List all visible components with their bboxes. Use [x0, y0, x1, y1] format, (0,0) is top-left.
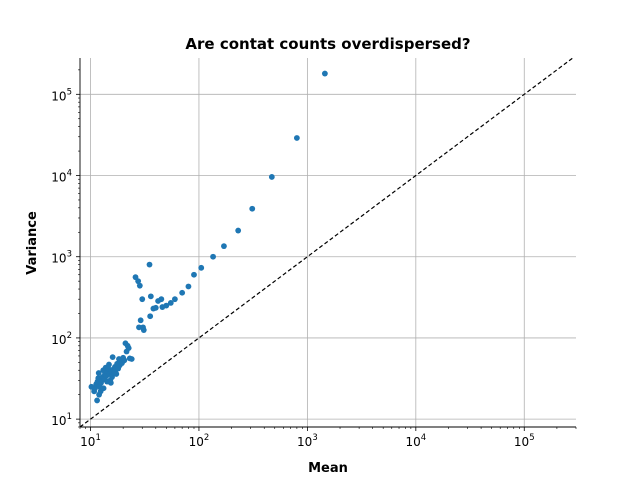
data-point — [107, 379, 114, 386]
data-point — [140, 327, 147, 333]
y-tick-label-base: 10 — [51, 414, 66, 428]
data-point — [179, 289, 186, 296]
data-point — [136, 324, 142, 331]
x-tick-label-exponent: 1 — [95, 433, 100, 443]
data-point — [136, 282, 143, 289]
y-tick-label: 103 — [51, 250, 72, 266]
data-point — [158, 296, 165, 303]
x-tick-label-base: 10 — [297, 435, 312, 449]
data-point — [221, 243, 227, 250]
x-tick-label-exponent: 2 — [204, 433, 209, 443]
x-tick-label: 105 — [514, 433, 535, 449]
y-tick-label-base: 10 — [51, 171, 66, 185]
data-point — [210, 253, 216, 260]
y-tick-label-exponent: 5 — [67, 87, 72, 97]
data-point — [171, 296, 178, 303]
data-point — [125, 345, 132, 351]
data-point — [113, 371, 120, 377]
data-point — [163, 302, 170, 309]
x-tick-label: 103 — [297, 433, 318, 449]
data-point — [137, 317, 144, 324]
y-tick-label-exponent: 4 — [67, 169, 72, 179]
reference-line — [79, 57, 574, 428]
data-point — [109, 354, 116, 361]
y-tick-label: 105 — [51, 87, 72, 103]
data-point — [167, 299, 174, 306]
x-tick-label: 104 — [405, 433, 426, 449]
data-point — [235, 227, 242, 234]
x-tick-label: 101 — [80, 433, 101, 449]
data-point — [100, 385, 107, 392]
data-point — [106, 361, 112, 368]
data-point — [146, 261, 153, 268]
data-point — [147, 313, 154, 320]
x-tick-label-exponent: 5 — [529, 433, 534, 443]
data-point — [268, 174, 275, 180]
y-tick-label-base: 10 — [51, 333, 66, 347]
data-point — [128, 356, 135, 362]
grid — [80, 58, 576, 427]
reference-line-group — [79, 57, 574, 428]
chart-title: Are contat counts overdispersed? — [185, 35, 470, 53]
y-tick-label-base: 10 — [51, 89, 66, 103]
data-point — [135, 278, 142, 285]
x-tick-label-exponent: 4 — [421, 433, 426, 443]
data-point — [152, 304, 159, 311]
data-point — [293, 135, 300, 141]
x-tick-label-base: 10 — [405, 435, 420, 449]
x-tick-label-base: 10 — [514, 435, 529, 449]
y-tick-label: 104 — [51, 169, 72, 185]
data-point — [198, 264, 205, 271]
y-tick-label: 102 — [51, 331, 72, 347]
axes — [79, 58, 576, 428]
data-points — [88, 70, 328, 404]
x-tick-label-base: 10 — [80, 435, 95, 449]
x-tick-label-base: 10 — [189, 435, 204, 449]
x-tick-label-exponent: 3 — [312, 433, 317, 443]
data-point — [249, 205, 256, 212]
y-axis-label: Variance — [25, 211, 40, 275]
y-tick-label-exponent: 1 — [67, 412, 72, 422]
data-point — [147, 293, 154, 300]
data-point — [139, 296, 146, 303]
y-tick-label-base: 10 — [51, 252, 66, 266]
data-point — [95, 370, 102, 376]
data-point — [94, 397, 100, 404]
y-tick-label-exponent: 2 — [67, 331, 72, 341]
x-axis-label: Mean — [308, 461, 348, 476]
data-point — [185, 283, 192, 290]
data-point — [121, 357, 128, 364]
data-point — [321, 70, 328, 77]
y-tick-label-exponent: 3 — [67, 250, 72, 260]
y-tick-label: 101 — [51, 412, 72, 428]
data-point — [191, 271, 197, 278]
x-tick-label: 102 — [189, 433, 210, 449]
